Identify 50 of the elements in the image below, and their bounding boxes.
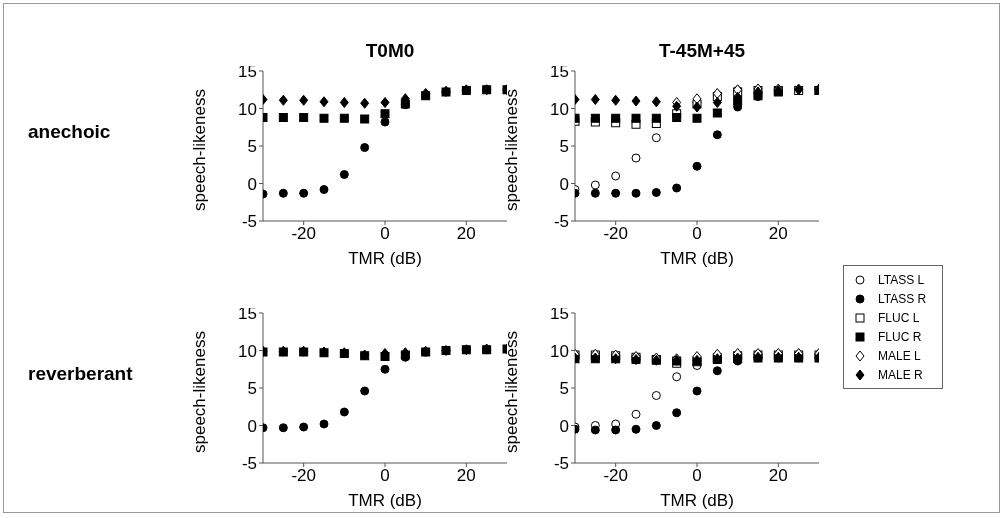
x-tick-label: -20 bbox=[291, 224, 316, 244]
x-axis-title: TMR (dB) bbox=[348, 491, 422, 510]
y-axis-title: speech-likeness bbox=[502, 89, 522, 211]
legend-label: LTASS R bbox=[878, 291, 927, 306]
y-tick-label: 0 bbox=[247, 416, 257, 436]
legend-label: FLUC L bbox=[878, 310, 920, 325]
x-tick-label: -20 bbox=[603, 224, 628, 244]
y-axis-title: speech-likeness bbox=[190, 89, 210, 211]
y-tick-label: 10 bbox=[550, 99, 569, 119]
legend-label: LTASS L bbox=[878, 272, 925, 287]
x-tick-label: 0 bbox=[380, 466, 390, 486]
y-tick-label: 5 bbox=[559, 379, 569, 399]
x-tick-label: 20 bbox=[456, 224, 476, 244]
x-tick-label: 0 bbox=[380, 224, 390, 244]
y-tick-label: 15 bbox=[238, 304, 257, 324]
y-axis-title: speech-likeness bbox=[502, 331, 522, 453]
text: anechoic bbox=[28, 121, 111, 143]
text: reverberant bbox=[28, 363, 133, 385]
y-tick-label: 5 bbox=[559, 137, 569, 157]
y-tick-label: -5 bbox=[241, 212, 257, 232]
x-tick-label: 20 bbox=[456, 466, 476, 486]
x-tick-label: 0 bbox=[692, 466, 702, 486]
y-tick-label: 5 bbox=[247, 137, 257, 157]
y-tick-label: 15 bbox=[238, 62, 257, 82]
x-axis-title: TMR (dB) bbox=[348, 249, 422, 268]
y-tick-label: 5 bbox=[247, 379, 257, 399]
y-tick-label: 10 bbox=[550, 341, 569, 361]
x-tick-label: -20 bbox=[603, 466, 628, 486]
x-tick-label: 0 bbox=[692, 224, 702, 244]
chart-title: T0M0 bbox=[365, 40, 415, 61]
y-tick-label: -5 bbox=[553, 454, 569, 474]
y-tick-label: -5 bbox=[553, 212, 569, 232]
y-tick-label: 0 bbox=[247, 174, 257, 194]
y-tick-label: 15 bbox=[550, 304, 569, 324]
chart-title: T-45M+45 bbox=[658, 40, 746, 61]
y-tick-label: 0 bbox=[559, 174, 569, 194]
y-tick-label: 15 bbox=[550, 62, 569, 82]
x-tick-label: -20 bbox=[291, 466, 316, 486]
y-tick-label: 10 bbox=[238, 99, 257, 119]
x-axis-title: TMR (dB) bbox=[660, 249, 734, 268]
x-tick-label: 20 bbox=[768, 466, 788, 486]
y-tick-label: 10 bbox=[238, 341, 257, 361]
x-tick-label: 20 bbox=[768, 224, 788, 244]
legend-label: MALE L bbox=[878, 348, 921, 363]
y-axis-title: speech-likeness bbox=[190, 331, 210, 453]
y-tick-label: -5 bbox=[241, 454, 257, 474]
legend-label: FLUC R bbox=[878, 329, 922, 344]
x-axis-title: TMR (dB) bbox=[660, 491, 734, 510]
y-tick-label: 0 bbox=[559, 416, 569, 436]
legend-label: MALE R bbox=[878, 367, 923, 382]
